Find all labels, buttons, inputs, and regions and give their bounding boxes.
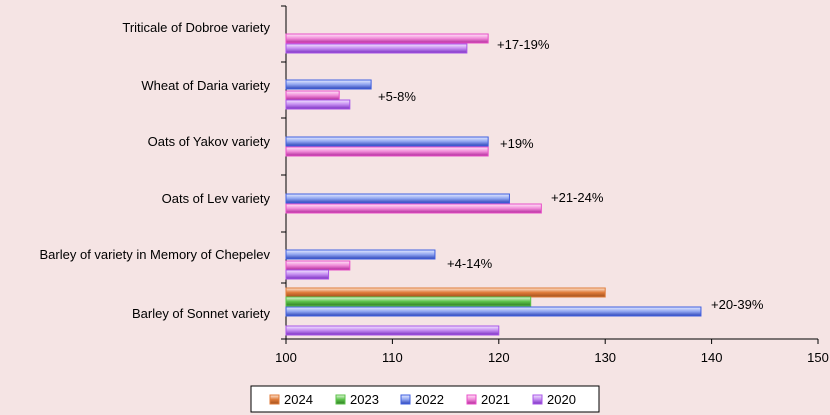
legend-swatch-2022 <box>400 394 411 405</box>
category-label: Oats of Lev variety <box>162 191 271 206</box>
annotation-label: +5-8% <box>378 89 416 104</box>
annotation-label: +19% <box>500 136 534 151</box>
x-tick-label: 110 <box>382 350 403 365</box>
x-tick-label: 120 <box>488 350 510 365</box>
annotation-label: +17-19% <box>497 37 550 52</box>
bar-2022 <box>285 136 489 147</box>
category-label: Triticale of Dobroe variety <box>122 20 270 35</box>
category-label: Barley of variety in Memory of Chepelev <box>40 247 271 262</box>
legend-swatch-2023 <box>335 394 346 405</box>
category-label: Wheat of Daria variety <box>141 78 270 93</box>
annotation-label: +4-14% <box>447 256 493 271</box>
bar-2020 <box>285 325 500 336</box>
bar-2020 <box>285 43 468 54</box>
legend-swatch-2020 <box>532 394 543 405</box>
annotation-label: +20-39% <box>711 297 764 312</box>
bar-2021 <box>285 203 542 214</box>
bar-2023 <box>285 296 532 307</box>
bar-2021 <box>285 146 489 157</box>
category-label: Oats of Yakov variety <box>148 134 271 149</box>
legend-swatch-2024 <box>269 394 280 405</box>
legend-label-2023: 2023 <box>350 392 379 407</box>
category-label: Barley of Sonnet variety <box>132 306 271 321</box>
legend-label-2021: 2021 <box>481 392 510 407</box>
legend-swatch-2021 <box>466 394 477 405</box>
legend-label-2024: 2024 <box>284 392 313 407</box>
bar-2022 <box>285 193 510 204</box>
bar-2022 <box>285 306 702 317</box>
x-tick-label: 140 <box>701 350 723 365</box>
x-tick-label: 100 <box>275 350 297 365</box>
legend-label-2022: 2022 <box>415 392 444 407</box>
bar-2021 <box>285 33 489 44</box>
legend: 2024 2023 2022 2021 2020 <box>250 385 600 413</box>
bar-2020 <box>285 99 351 110</box>
bar-2021 <box>285 260 351 271</box>
bar-2022 <box>285 79 372 90</box>
x-tick-label: 150 <box>807 350 829 365</box>
x-tick-label: 130 <box>594 350 616 365</box>
bar-2024 <box>285 287 606 298</box>
bar-2020 <box>285 269 330 280</box>
bar-2022 <box>285 249 436 260</box>
bar-2021 <box>285 90 340 101</box>
legend-label-2020: 2020 <box>547 392 576 407</box>
annotation-label: +21-24% <box>551 190 604 205</box>
